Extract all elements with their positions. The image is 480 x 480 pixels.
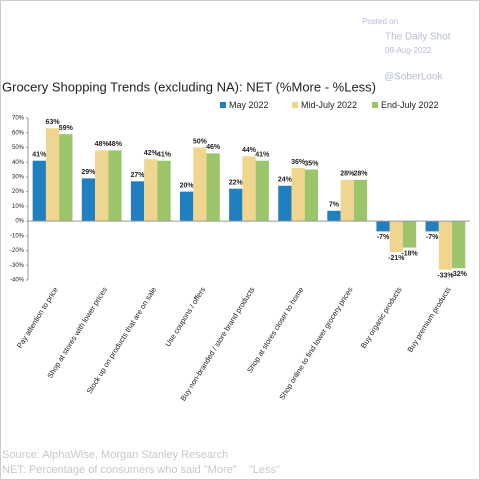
value-label: 41% bbox=[157, 152, 172, 159]
post-date: 08-Aug-2022 bbox=[385, 46, 432, 55]
y-tick-label: 50% bbox=[12, 145, 25, 151]
value-label: 28% bbox=[340, 171, 355, 178]
value-label: 22% bbox=[229, 180, 244, 187]
bar bbox=[130, 181, 145, 222]
bar bbox=[193, 147, 207, 222]
legend-label: Mid-July 2022 bbox=[301, 100, 357, 110]
value-label: 24% bbox=[278, 177, 293, 184]
value-label: 35% bbox=[304, 160, 319, 167]
y-tick-label: 40% bbox=[12, 160, 25, 166]
value-label: 59% bbox=[59, 125, 74, 132]
bar bbox=[402, 221, 417, 248]
value-label: -7% bbox=[377, 234, 390, 241]
value-label: -7% bbox=[426, 234, 439, 241]
bar bbox=[157, 160, 171, 222]
bar bbox=[206, 153, 220, 222]
legend-swatch bbox=[220, 102, 226, 108]
y-tick-label: -40% bbox=[10, 278, 25, 284]
value-label: 63% bbox=[46, 119, 61, 126]
value-label: 20% bbox=[180, 182, 195, 189]
value-label: 46% bbox=[206, 144, 221, 151]
bar bbox=[340, 179, 354, 222]
bar bbox=[353, 179, 368, 222]
value-label: 41% bbox=[255, 152, 270, 159]
value-label: 29% bbox=[81, 169, 96, 176]
legend-label: May 2022 bbox=[229, 100, 269, 110]
bar bbox=[376, 221, 390, 232]
bar bbox=[32, 160, 46, 222]
value-label: 48% bbox=[95, 141, 110, 148]
value-label: 28% bbox=[353, 171, 368, 178]
y-tick-label: 60% bbox=[12, 130, 25, 136]
value-label: -32% bbox=[451, 271, 468, 278]
bar bbox=[81, 178, 96, 222]
y-tick-label: 70% bbox=[12, 116, 25, 122]
bar bbox=[327, 210, 341, 222]
bar bbox=[144, 159, 158, 222]
bar bbox=[242, 156, 256, 222]
value-label: 44% bbox=[242, 147, 257, 154]
value-label: 42% bbox=[144, 150, 159, 157]
note: NET: Percentage of consumers who said "M… bbox=[2, 464, 280, 476]
y-tick-label: 30% bbox=[12, 174, 25, 180]
value-label: -21% bbox=[388, 255, 405, 262]
y-tick-label: -10% bbox=[10, 233, 25, 239]
value-label: 36% bbox=[291, 159, 306, 166]
bar bbox=[95, 150, 109, 222]
value-label: 7% bbox=[329, 202, 340, 209]
handle: @SoberLook bbox=[384, 72, 444, 83]
bar bbox=[389, 221, 403, 253]
bar bbox=[291, 168, 305, 222]
bar bbox=[108, 150, 122, 222]
chart-title: Grocery Shopping Trends (excluding NA): … bbox=[2, 79, 376, 94]
legend-label: End-July 2022 bbox=[381, 100, 439, 110]
value-label: 48% bbox=[108, 141, 123, 148]
bar bbox=[438, 221, 453, 270]
bar bbox=[45, 128, 60, 222]
bar bbox=[179, 191, 194, 222]
bar bbox=[59, 134, 73, 222]
y-tick-label: -20% bbox=[10, 248, 25, 254]
value-label: 41% bbox=[32, 152, 47, 159]
bar bbox=[278, 185, 292, 222]
value-label: -33% bbox=[437, 273, 454, 280]
posted-on: Posted on bbox=[362, 17, 398, 26]
legend-swatch bbox=[372, 102, 378, 108]
y-tick-label: 20% bbox=[12, 189, 25, 195]
value-label: 50% bbox=[193, 138, 208, 145]
value-label: -18% bbox=[401, 250, 418, 257]
source: Source: AlphaWise, Morgan Stanley Resear… bbox=[2, 449, 228, 461]
site-name: The Daily Shot bbox=[385, 32, 451, 43]
value-label: 27% bbox=[131, 172, 146, 179]
bar bbox=[425, 221, 439, 232]
legend-swatch bbox=[292, 102, 298, 108]
bar bbox=[452, 221, 466, 269]
y-tick-label: -30% bbox=[10, 263, 25, 269]
bar bbox=[255, 160, 269, 222]
y-tick-label: 0% bbox=[15, 219, 24, 225]
bar bbox=[229, 188, 243, 222]
y-tick-label: 10% bbox=[12, 204, 25, 210]
bar bbox=[304, 169, 319, 222]
